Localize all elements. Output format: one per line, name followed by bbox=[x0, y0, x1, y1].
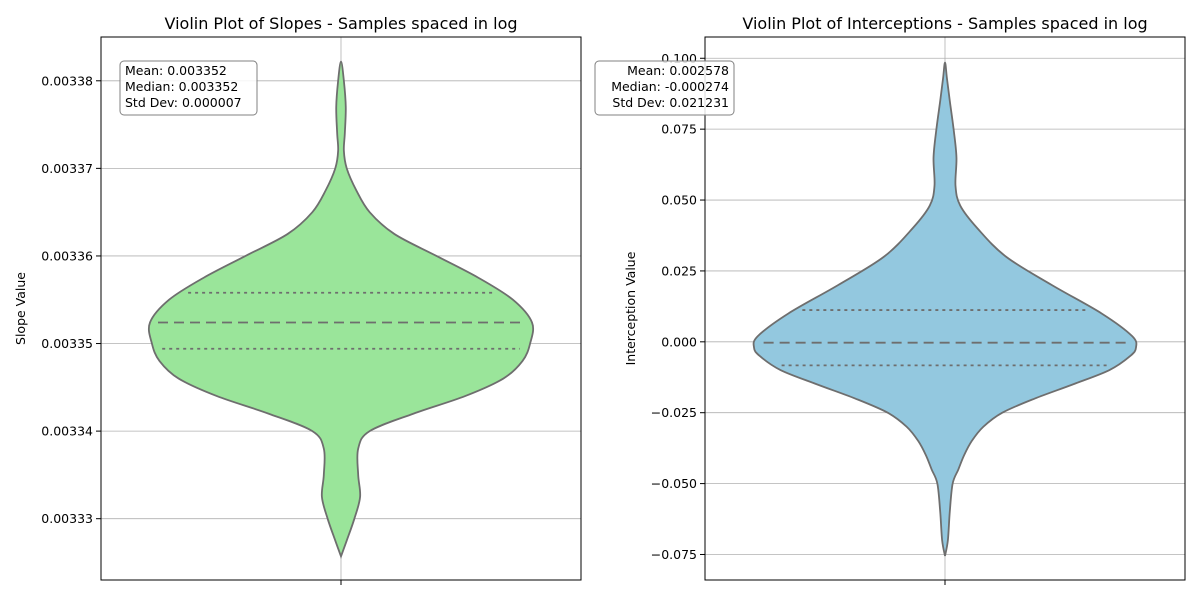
slopes-chart-title: Violin Plot of Slopes - Samples spaced i… bbox=[164, 14, 517, 33]
interceptions-stats-median: Median: -0.000274 bbox=[611, 79, 729, 94]
interceptions-stats-box: Mean: 0.002578 Median: -0.000274 Std Dev… bbox=[594, 60, 735, 116]
interceptions-y-ticks: −0.075−0.050−0.0250.0000.0250.0500.0750.… bbox=[651, 51, 705, 562]
slopes-y-tick-label: 0.00336 bbox=[41, 248, 93, 263]
slopes-y-axis-label: Slope Value bbox=[13, 272, 28, 345]
interceptions-stats-stddev: Std Dev: 0.021231 bbox=[612, 95, 729, 110]
slopes-y-tick-label: 0.00338 bbox=[41, 73, 93, 88]
interceptions-violin-panel: Violin Plot of Interceptions - Samples s… bbox=[594, 14, 1186, 585]
interceptions-y-tick-label: −0.075 bbox=[651, 547, 697, 562]
slopes-y-tick-label: 0.00334 bbox=[41, 424, 93, 439]
slopes-y-tick-label: 0.00333 bbox=[41, 511, 93, 526]
slopes-violin bbox=[147, 60, 535, 559]
slopes-stats-box: Mean: 0.003352 Median: 0.003352 Std Dev:… bbox=[119, 60, 258, 116]
interceptions-y-tick-label: 0.050 bbox=[661, 193, 697, 208]
interceptions-y-tick-label: −0.025 bbox=[651, 405, 697, 420]
slopes-y-ticks: 0.00333 0.00334 0.00335 0.00336 0.00337 0.003… bbox=[41, 73, 101, 526]
slopes-stats-stddev: Std Dev: 0.000007 bbox=[125, 95, 242, 110]
slopes-y-tick-label: 0.00335 bbox=[41, 336, 93, 351]
interceptions-stats-frame bbox=[594, 60, 735, 116]
interceptions-chart-title: Violin Plot of Interceptions - Samples s… bbox=[742, 14, 1147, 33]
slopes-stats-mean: Mean: 0.003352 bbox=[125, 63, 227, 78]
slopes-violin-panel: Violin Plot of Slopes - Samples spaced i… bbox=[13, 14, 582, 585]
slopes-stats-median: Median: 0.003352 bbox=[125, 79, 238, 94]
interceptions-y-tick-label: 0.000 bbox=[661, 334, 697, 349]
interceptions-y-tick-label: 0.075 bbox=[661, 122, 697, 137]
interceptions-violin bbox=[752, 61, 1138, 557]
interceptions-y-tick-label: 0.025 bbox=[661, 263, 697, 278]
interceptions-stats-mean: Mean: 0.002578 bbox=[627, 63, 729, 78]
interceptions-y-axis-label: Interception Value bbox=[623, 251, 638, 365]
slopes-stats-frame bbox=[119, 60, 258, 116]
interceptions-y-tick-label: −0.050 bbox=[651, 476, 697, 491]
slopes-violin-body bbox=[147, 60, 535, 559]
slopes-y-tick-label: 0.00337 bbox=[41, 161, 93, 176]
